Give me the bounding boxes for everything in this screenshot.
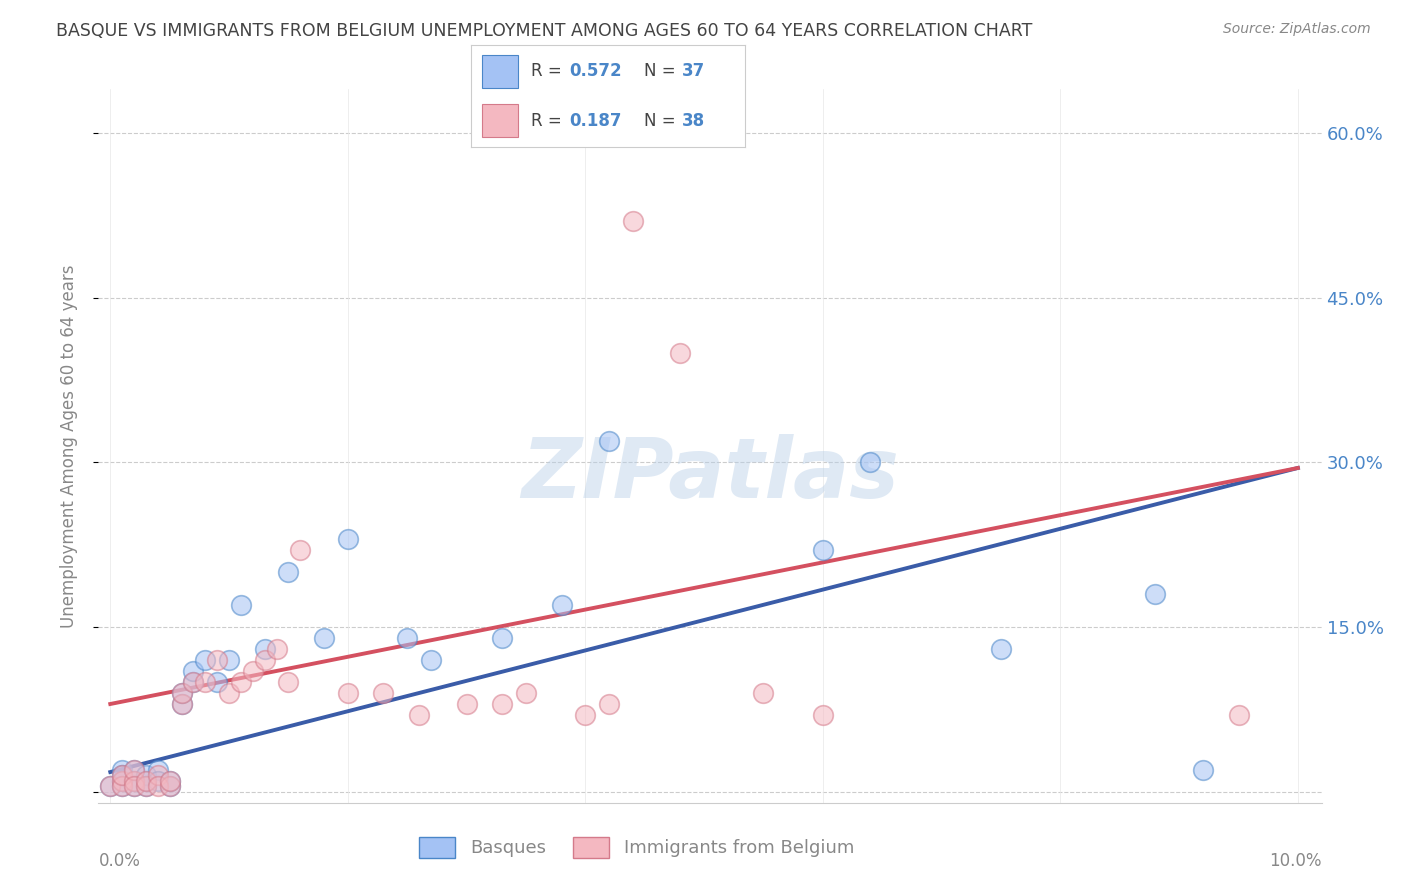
Point bbox=[396, 631, 419, 645]
Point bbox=[253, 642, 276, 657]
Point bbox=[146, 773, 169, 788]
Point bbox=[290, 543, 312, 558]
Point bbox=[218, 653, 240, 667]
Text: N =: N = bbox=[644, 112, 681, 129]
Point bbox=[122, 763, 145, 777]
Text: 38: 38 bbox=[682, 112, 706, 129]
Point bbox=[111, 780, 134, 794]
Point bbox=[574, 708, 596, 723]
Point bbox=[312, 631, 335, 645]
Point bbox=[1227, 708, 1250, 723]
Point bbox=[122, 780, 145, 794]
Point bbox=[170, 697, 193, 711]
Point bbox=[621, 214, 644, 228]
Point bbox=[277, 566, 299, 580]
Point bbox=[194, 675, 217, 690]
Point bbox=[491, 697, 513, 711]
Text: 37: 37 bbox=[682, 62, 706, 80]
Text: R =: R = bbox=[531, 62, 568, 80]
Point bbox=[194, 653, 217, 667]
Point bbox=[122, 763, 145, 777]
Text: Source: ZipAtlas.com: Source: ZipAtlas.com bbox=[1223, 22, 1371, 37]
Point bbox=[229, 598, 252, 612]
Point bbox=[135, 773, 157, 788]
Point bbox=[111, 768, 134, 782]
Point bbox=[229, 675, 252, 690]
Point bbox=[266, 642, 288, 657]
Point bbox=[183, 664, 205, 678]
Point bbox=[373, 686, 395, 700]
Point bbox=[242, 664, 264, 678]
Point bbox=[98, 780, 121, 794]
Point bbox=[170, 686, 193, 700]
Point bbox=[183, 675, 205, 690]
Point bbox=[122, 780, 145, 794]
Point bbox=[159, 773, 181, 788]
Point bbox=[159, 780, 181, 794]
Text: 10.0%: 10.0% bbox=[1270, 852, 1322, 871]
Point bbox=[1144, 587, 1167, 601]
FancyBboxPatch shape bbox=[482, 104, 517, 137]
Point bbox=[205, 675, 228, 690]
Point bbox=[859, 455, 882, 469]
Point bbox=[170, 686, 193, 700]
Text: BASQUE VS IMMIGRANTS FROM BELGIUM UNEMPLOYMENT AMONG AGES 60 TO 64 YEARS CORRELA: BASQUE VS IMMIGRANTS FROM BELGIUM UNEMPL… bbox=[56, 22, 1032, 40]
Point bbox=[135, 768, 157, 782]
Point bbox=[159, 773, 181, 788]
Point bbox=[122, 773, 145, 788]
Point bbox=[146, 780, 169, 794]
Point bbox=[159, 780, 181, 794]
Point bbox=[146, 763, 169, 777]
Point bbox=[135, 780, 157, 794]
Point bbox=[811, 543, 834, 558]
Point bbox=[1192, 763, 1215, 777]
Point bbox=[218, 686, 240, 700]
Legend: Basques, Immigrants from Belgium: Basques, Immigrants from Belgium bbox=[412, 830, 860, 865]
Text: N =: N = bbox=[644, 62, 681, 80]
Point bbox=[111, 763, 134, 777]
Point bbox=[408, 708, 430, 723]
Point bbox=[111, 780, 134, 794]
Point bbox=[111, 768, 134, 782]
Point bbox=[990, 642, 1012, 657]
Point bbox=[135, 780, 157, 794]
Point bbox=[515, 686, 537, 700]
Point bbox=[183, 675, 205, 690]
Point bbox=[420, 653, 443, 667]
Point bbox=[277, 675, 299, 690]
Text: 0.572: 0.572 bbox=[569, 62, 623, 80]
Point bbox=[111, 773, 134, 788]
Point bbox=[550, 598, 572, 612]
Point bbox=[98, 780, 121, 794]
Point bbox=[491, 631, 513, 645]
Point bbox=[456, 697, 478, 711]
Point bbox=[205, 653, 228, 667]
Text: R =: R = bbox=[531, 112, 568, 129]
Point bbox=[336, 533, 359, 547]
Point bbox=[146, 768, 169, 782]
Point bbox=[598, 697, 620, 711]
Point bbox=[752, 686, 775, 700]
Point bbox=[669, 345, 692, 359]
Point bbox=[170, 697, 193, 711]
Point bbox=[122, 773, 145, 788]
Point bbox=[111, 773, 134, 788]
Point bbox=[598, 434, 620, 448]
Text: 0.187: 0.187 bbox=[569, 112, 623, 129]
Text: ZIPatlas: ZIPatlas bbox=[522, 434, 898, 515]
FancyBboxPatch shape bbox=[482, 55, 517, 87]
Point bbox=[135, 773, 157, 788]
Point bbox=[253, 653, 276, 667]
Y-axis label: Unemployment Among Ages 60 to 64 years: Unemployment Among Ages 60 to 64 years bbox=[59, 264, 77, 628]
Point bbox=[811, 708, 834, 723]
Text: 0.0%: 0.0% bbox=[98, 852, 141, 871]
Point bbox=[336, 686, 359, 700]
